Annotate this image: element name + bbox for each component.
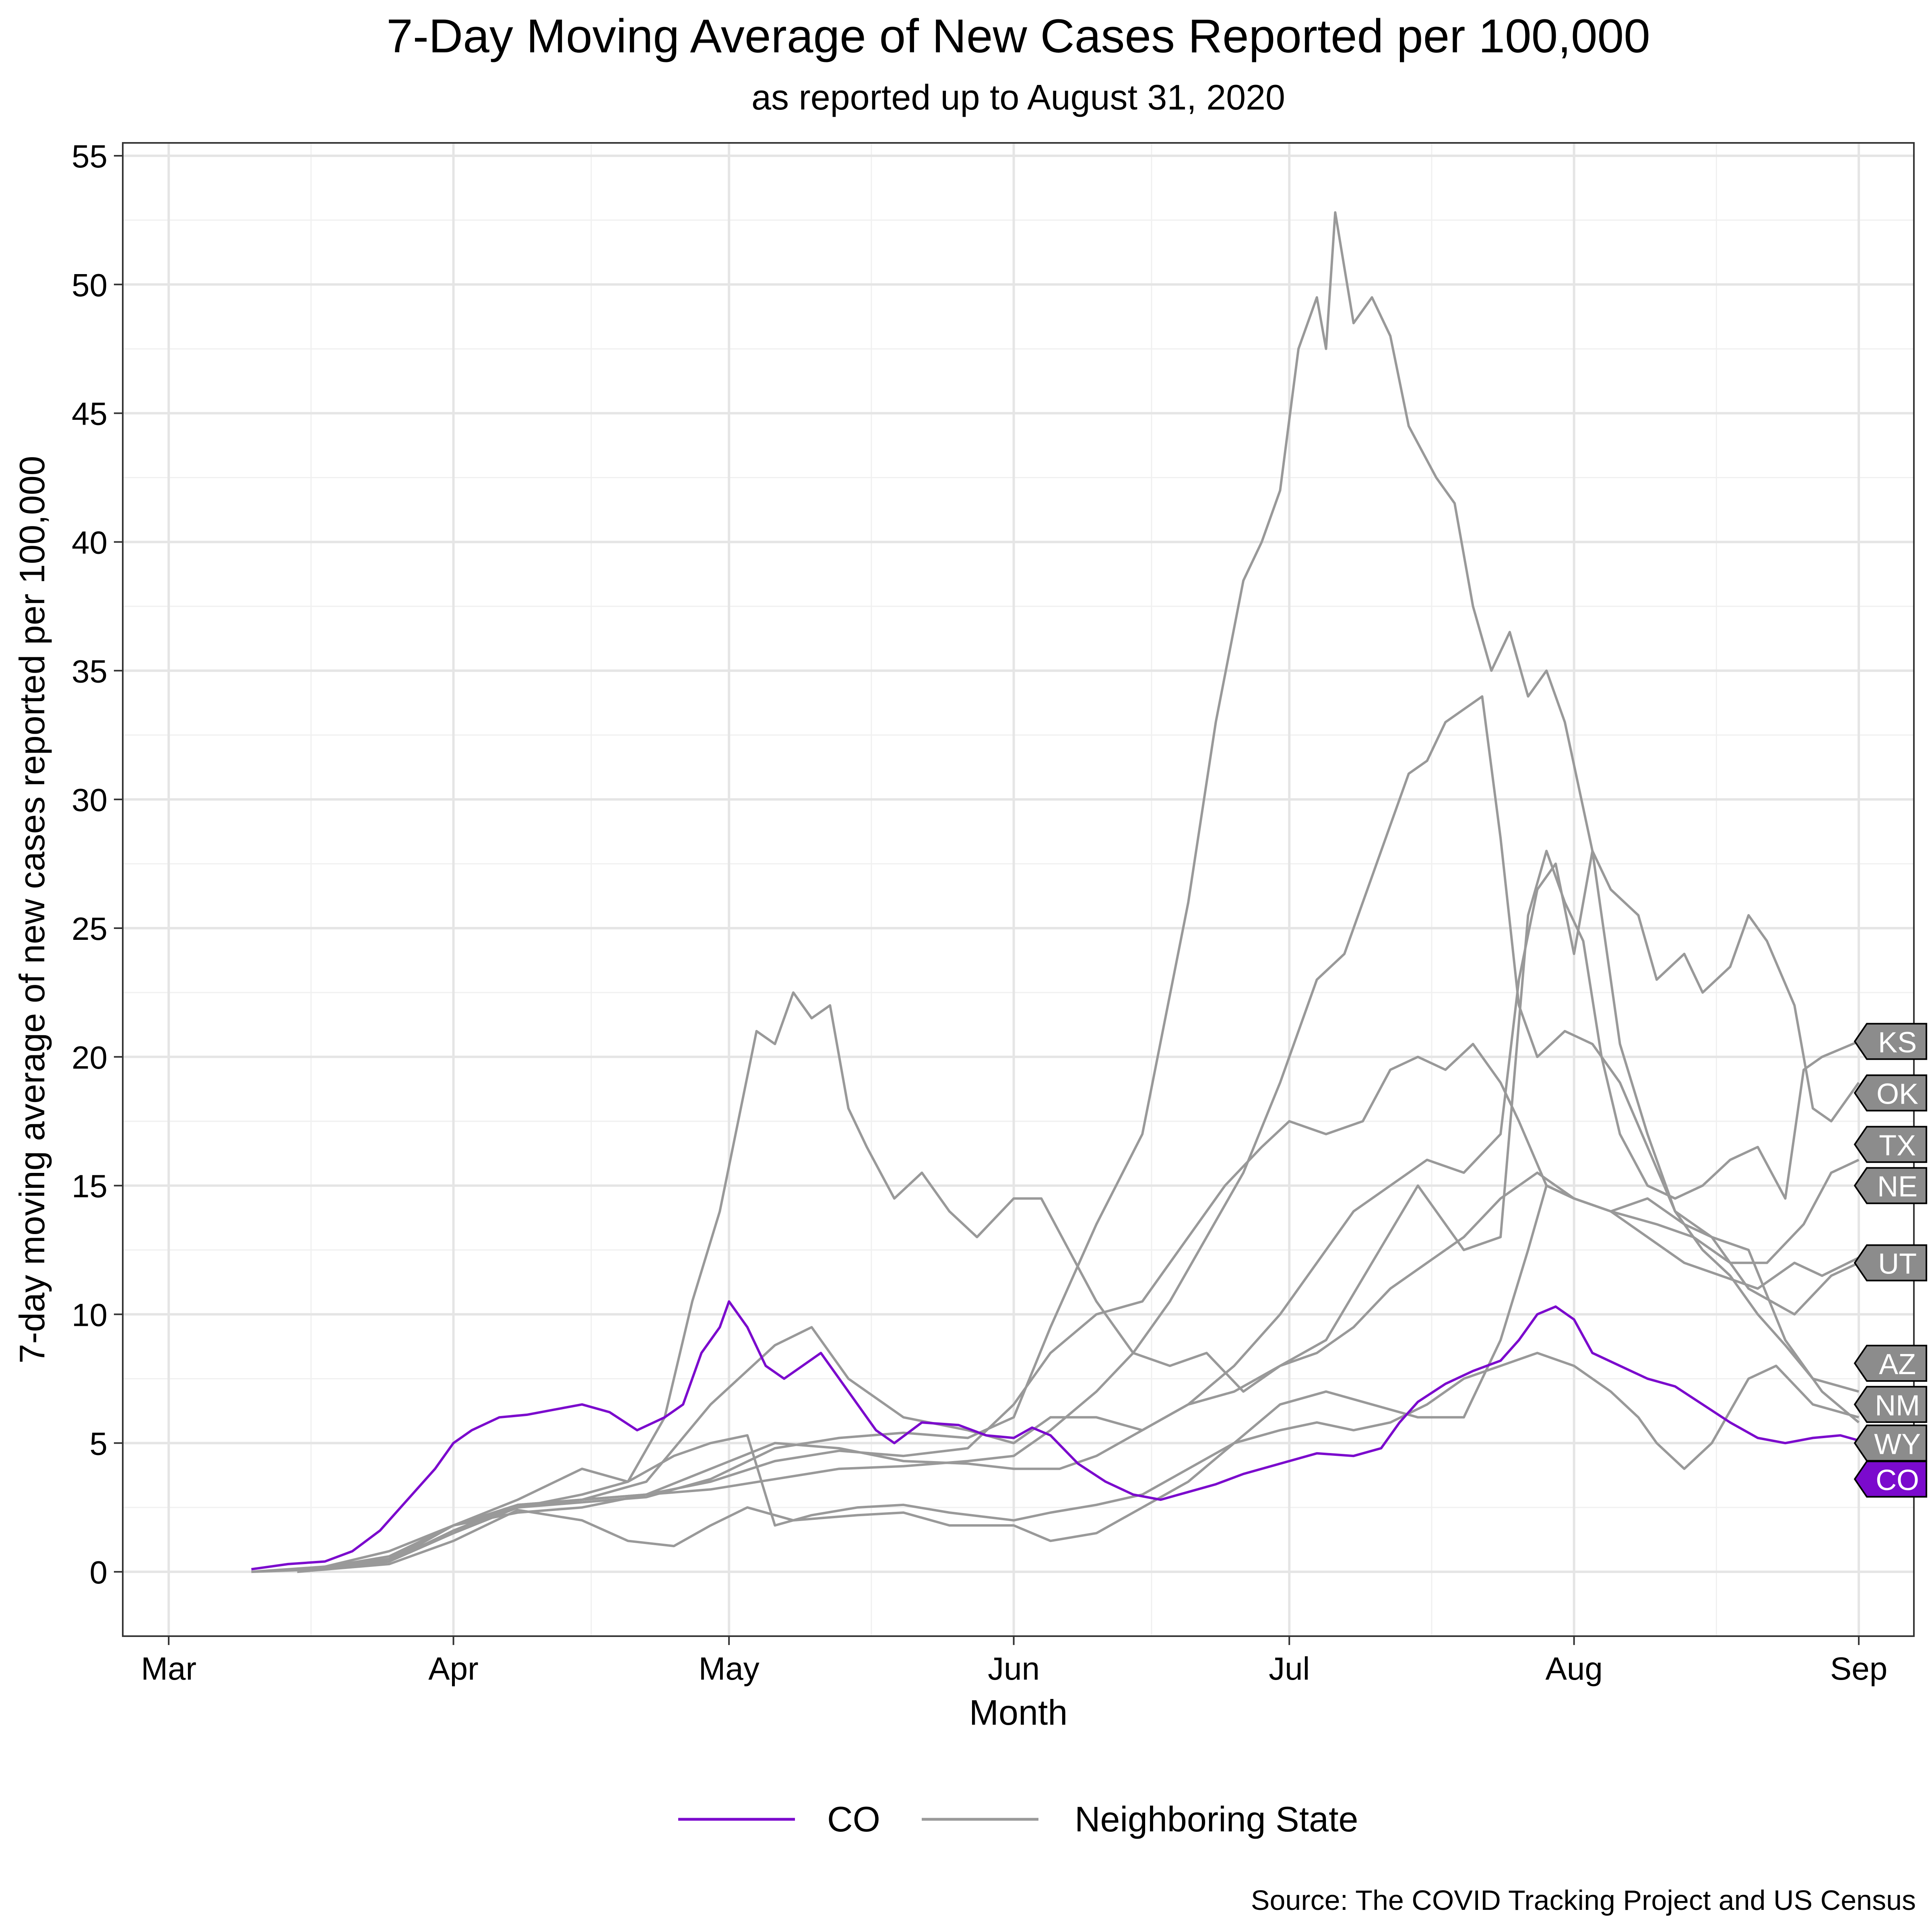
- end-label-ut: UT: [1878, 1248, 1917, 1280]
- legend-label-co: CO: [827, 1799, 880, 1839]
- end-label-wy: WY: [1874, 1428, 1921, 1460]
- chart-title: 7-Day Moving Average of New Cases Report…: [386, 10, 1650, 63]
- grid-layer: [123, 143, 1914, 1636]
- series-line-ks: [297, 850, 1860, 1573]
- end-label-box-nm: [1854, 1386, 1928, 1423]
- series-line-nm: [297, 1352, 1859, 1573]
- end-label-box-wy: [1854, 1424, 1928, 1462]
- y-tick-label: 25: [72, 911, 107, 947]
- y-tick-label: 55: [72, 138, 107, 174]
- y-tick-label: 45: [72, 396, 107, 432]
- y-tick-label: 30: [72, 782, 107, 818]
- source-caption: Source: The COVID Tracking Project and U…: [1251, 1885, 1916, 1916]
- x-axis-title: Month: [969, 1693, 1068, 1732]
- end-label-box-ks: [1854, 1023, 1928, 1060]
- x-tick-label: Aug: [1545, 1651, 1602, 1686]
- end-label-box-co: [1854, 1460, 1928, 1498]
- legend-label-neighboring-state: Neighboring State: [1075, 1799, 1358, 1839]
- end-label-box-tx: [1854, 1126, 1928, 1163]
- end-label-nm: NM: [1875, 1389, 1920, 1422]
- end-label-ks: KS: [1878, 1026, 1917, 1059]
- end-label-az: AZ: [1879, 1348, 1916, 1381]
- end-label-box-az: [1854, 1344, 1928, 1382]
- series-layer: [251, 211, 1860, 1573]
- series-line-ut: [297, 1042, 1860, 1573]
- end-label-co: CO: [1876, 1464, 1919, 1496]
- chart-subtitle: as reported up to August 31, 2020: [751, 77, 1285, 117]
- legend: CO Neighboring State: [678, 1799, 1358, 1839]
- y-tick-label: 15: [72, 1168, 107, 1204]
- y-axis-title: 7-day moving average of new cases report…: [12, 456, 52, 1363]
- series-line-tx: [251, 695, 1860, 1573]
- y-tick-label: 50: [72, 267, 107, 303]
- y-tick-label: 0: [90, 1554, 108, 1590]
- end-label-ne: NE: [1877, 1171, 1918, 1203]
- y-tick-label: 10: [72, 1297, 107, 1333]
- x-tick-label: May: [699, 1651, 760, 1686]
- x-tick-label: Mar: [141, 1651, 196, 1686]
- y-tick-label: 20: [72, 1040, 107, 1075]
- series-line-az: [251, 211, 1859, 1573]
- series-line-co: [251, 1300, 1859, 1571]
- axis-layer: 0 5 10 15 20 25 30 35 40 45 50 55 Mar Apr May Jun Jul Aug…: [72, 138, 1887, 1686]
- series-line-wy: [297, 1184, 1860, 1573]
- end-label-box-ok: [1854, 1074, 1928, 1112]
- x-tick-label: Jul: [1269, 1651, 1310, 1686]
- y-tick-label: 40: [72, 524, 107, 560]
- end-label-tx: TX: [1879, 1129, 1916, 1162]
- x-tick-label: Jun: [988, 1651, 1040, 1686]
- panel-border: [122, 142, 1915, 1637]
- end-label-ok: OK: [1876, 1078, 1918, 1110]
- y-tick-label: 35: [72, 653, 107, 689]
- y-tick-label: 5: [90, 1426, 108, 1461]
- x-tick-label: Sep: [1830, 1651, 1887, 1686]
- x-tick-label: Apr: [428, 1651, 479, 1686]
- end-label-box-ne: [1854, 1167, 1928, 1204]
- end-label-box-ut: [1854, 1244, 1928, 1282]
- end-label-layer: KS OK TX NE UT AZ NM WY CO: [1854, 1023, 1928, 1498]
